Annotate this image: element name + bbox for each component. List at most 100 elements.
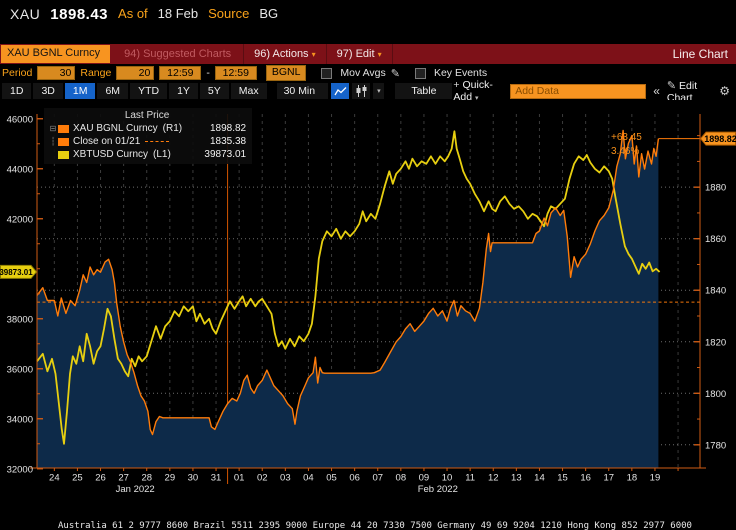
pencil-icon[interactable]: ✎: [390, 67, 400, 80]
date-label: 29: [165, 473, 176, 484]
legend-swatch: [58, 150, 69, 159]
as-of-date: 18 Feb: [157, 6, 199, 21]
right-axis-label: 1880: [705, 183, 726, 194]
add-data-input[interactable]: [510, 83, 647, 99]
legend-swatch: [58, 124, 69, 133]
left-axis-label: 34000: [7, 414, 33, 425]
date-label: 27: [118, 473, 129, 484]
right-axis-label: 1860: [705, 234, 726, 245]
actions-menu[interactable]: 96) Actions ▾: [254, 44, 327, 64]
date-label: 08: [396, 473, 407, 484]
chart-legend: Last Price ⊟ XAU BGNL Curncy (R1) 1898.82 ┆ C…: [44, 108, 253, 164]
time-separator: -: [206, 67, 210, 79]
month-label: Feb 2022: [418, 484, 458, 495]
date-label: 19: [650, 473, 661, 484]
price-source-button[interactable]: BGNL: [265, 65, 307, 81]
left-axis-label: 38000: [7, 314, 33, 325]
chart-area: 1880 1860 1840 1820 1800 1780 46000 44000 42000 3…: [0, 100, 736, 496]
last-price: 1898.43: [50, 6, 109, 23]
gear-icon[interactable]: ⚙: [719, 84, 730, 98]
range-tab-ytd[interactable]: YTD: [130, 83, 169, 99]
date-label: 17: [603, 473, 614, 484]
range-tab-5y[interactable]: 5Y: [199, 83, 230, 99]
date-label: 18: [627, 473, 638, 484]
source-value: BG: [259, 6, 279, 21]
key-events-checkbox[interactable]: [414, 67, 426, 79]
last-price-badge-left-value: 39873.01: [0, 268, 33, 277]
date-label: 01: [234, 473, 245, 484]
legend-row-1[interactable]: ┆ Close on 01/21 1835.38: [48, 135, 247, 148]
change-percent: 3.46%: [611, 146, 640, 157]
date-label: 28: [141, 473, 152, 484]
terminal-footer: Australia 61 2 9777 8600 Brazil 5511 239…: [0, 496, 736, 530]
range-tab-max[interactable]: Max: [230, 83, 268, 99]
period-label: Period: [2, 67, 33, 79]
range-tab-1y[interactable]: 1Y: [169, 83, 199, 99]
range-tab-1m[interactable]: 1M: [64, 83, 97, 99]
date-label: 07: [372, 473, 383, 484]
right-axis-label: 1800: [705, 389, 726, 400]
month-label: Jan 2022: [116, 484, 155, 495]
change-value: +63.45: [611, 132, 642, 143]
table-button[interactable]: Table: [395, 83, 453, 99]
xau-line: [36, 129, 660, 436]
date-label: 03: [280, 473, 291, 484]
command-bar: XAU BGNL Curncy 94) Suggested Charts 96)…: [0, 44, 736, 64]
date-label: 16: [580, 473, 591, 484]
right-axis-label: 1820: [705, 337, 726, 348]
time-to-input[interactable]: [214, 66, 257, 80]
legend-series-name: XAU BGNL Curncy: [73, 123, 158, 134]
range-label: Range: [80, 67, 112, 79]
last-price-badge-right-value: 1898.82: [704, 134, 736, 144]
mov-avgs-label: Mov Avgs: [340, 67, 386, 79]
legend-last-value: 1835.38: [209, 136, 247, 147]
ticker-symbol: XAU: [10, 6, 41, 22]
candle-chart-type-button[interactable]: [352, 83, 371, 99]
chevron-down-icon: ▾: [475, 95, 479, 102]
suggested-charts-menu[interactable]: 94) Suggested Charts: [124, 44, 245, 64]
date-label: 26: [95, 473, 106, 484]
edit-menu[interactable]: 97) Edit ▾: [337, 44, 393, 64]
range-tab-1d[interactable]: 1D: [2, 83, 33, 99]
date-label: 13: [511, 473, 522, 484]
footer-contacts-line1: Australia 61 2 9777 8600 Brazil 5511 239…: [58, 521, 692, 530]
legend-series-name: XBTUSD Curncy: [73, 149, 149, 160]
range-tab-3d[interactable]: 3D: [33, 83, 64, 99]
legend-row-2[interactable]: XBTUSD Curncy (L1) 39873.01: [48, 148, 246, 161]
left-axis-label: 42000: [7, 214, 33, 225]
chevron-down-icon: ▾: [311, 50, 316, 59]
interval-dropdown[interactable]: 30 Min ▼: [276, 83, 329, 112]
legend-axis-tag: (R1): [162, 123, 183, 134]
right-axis-label: 1780: [705, 440, 726, 451]
left-axis-label: 36000: [7, 364, 33, 375]
date-label: 10: [442, 473, 453, 484]
key-events-label: Key Events: [433, 67, 488, 79]
date-label: 12: [488, 473, 499, 484]
legend-header: Last Price: [124, 110, 170, 121]
xau-area-fill: [37, 130, 659, 468]
date-label: 06: [349, 473, 360, 484]
right-axis-label: 1840: [705, 286, 726, 297]
left-axis-label: 46000: [7, 114, 33, 125]
date-label: 02: [257, 473, 268, 484]
legend-row-0[interactable]: ⊟ XAU BGNL Curncy (R1) 1898.82: [48, 122, 246, 135]
date-label: 31: [211, 473, 222, 484]
mov-avgs-checkbox[interactable]: [321, 67, 333, 79]
line-chart-type-button[interactable]: [331, 83, 350, 99]
range-tab-6m[interactable]: 6M: [97, 83, 130, 99]
chart-type-dropdown[interactable]: ▾: [373, 83, 385, 99]
dashed-line-sample: [145, 141, 170, 142]
chart-controls: Period Range - BGNL Mov Avgs ✎ Key Event…: [0, 64, 736, 82]
page-title: Line Chart: [672, 47, 728, 61]
left-axis-label: 32000: [7, 464, 33, 475]
time-from-input[interactable]: [159, 66, 202, 80]
period-input[interactable]: [37, 66, 76, 80]
security-chip[interactable]: XAU BGNL Curncy: [1, 45, 111, 63]
collapse-panel-icon[interactable]: «: [653, 84, 660, 98]
range-input[interactable]: [116, 66, 155, 80]
date-label: 05: [326, 473, 337, 484]
line-chart-icon: [334, 86, 347, 95]
source-label: Source: [208, 6, 250, 21]
